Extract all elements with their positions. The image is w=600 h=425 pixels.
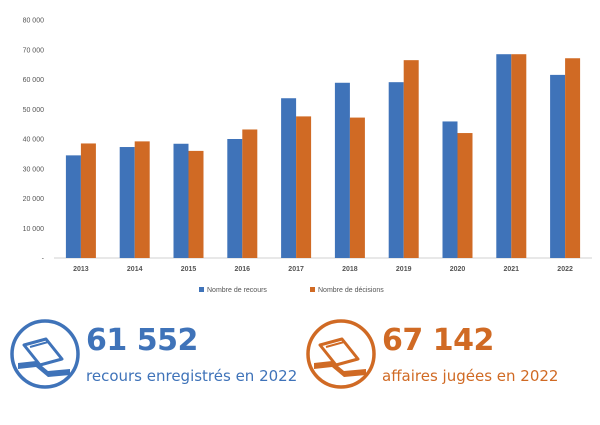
bar-decisions-2020 [457, 133, 473, 258]
stat-decisions-label: affaires jugées en 2022 [382, 367, 559, 385]
bar-recours-2016 [227, 139, 243, 258]
stat-recours: 61 552 recours enregistrés en 2022 [8, 317, 308, 397]
x-tick-label: 2019 [396, 266, 412, 273]
stat-decisions-number: 67 142 [382, 323, 494, 358]
x-tick-label: 2021 [504, 266, 520, 273]
y-tick-label: 60 000 [23, 77, 45, 84]
bar-recours-2018 [334, 82, 350, 259]
bar-recours-2021 [496, 54, 512, 259]
y-tick-label: 50 000 [23, 107, 45, 114]
bar-recours-2022 [550, 74, 566, 258]
x-tick-label: 2015 [181, 266, 197, 273]
x-tick-label: 2013 [73, 266, 89, 273]
bar-recours-2017 [281, 98, 297, 259]
stat-decisions: 67 142 affaires jugées en 2022 [304, 317, 594, 397]
y-tick-label: 70 000 [23, 47, 45, 54]
bar-decisions-2021 [511, 54, 527, 259]
legend-swatch-recours [199, 287, 204, 292]
bars [65, 54, 581, 259]
bar-decisions-2022 [565, 58, 581, 258]
x-tick-label: 2020 [450, 266, 466, 273]
bar-decisions-2013 [80, 143, 96, 258]
x-tick-label: 2016 [235, 266, 251, 273]
x-tick-label: 2014 [127, 266, 143, 273]
bar-decisions-2015 [188, 150, 204, 258]
bar-decisions-2019 [403, 60, 419, 258]
x-tick-label: 2022 [557, 266, 573, 273]
y-tick-label: 10 000 [23, 226, 45, 233]
bar-decisions-2014 [134, 141, 150, 258]
bar-decisions-2016 [242, 129, 258, 258]
y-tick-label: - [42, 256, 45, 263]
y-tick-label: 40 000 [23, 137, 45, 144]
bar-recours-2020 [442, 121, 458, 258]
x-axis-ticks: 2013 2014 2015 2016 2017 2018 2019 2020 2021 2022 [73, 266, 573, 273]
legend: Nombre de recours Nombre de décisions [199, 287, 384, 294]
documents-icon [10, 319, 80, 389]
bar-recours-2019 [388, 82, 404, 259]
x-tick-label: 2017 [288, 266, 304, 273]
bar-decisions-2018 [349, 117, 365, 258]
bar-chart: - 10 000 20 000 30 000 40 000 50 000 60 000 70 … [23, 18, 592, 294]
y-tick-label: 30 000 [23, 166, 45, 173]
y-tick-label: 80 000 [23, 18, 45, 25]
stat-recours-label: recours enregistrés en 2022 [86, 367, 298, 385]
x-tick-label: 2018 [342, 266, 358, 273]
bar-decisions-2017 [296, 116, 312, 258]
documents-icon [306, 319, 376, 389]
legend-label-recours: Nombre de recours [207, 287, 267, 294]
stat-recours-number: 61 552 [86, 323, 198, 358]
bar-recours-2013 [65, 155, 81, 258]
bar-recours-2015 [173, 143, 189, 258]
y-axis-ticks: - 10 000 20 000 30 000 40 000 50 000 60 000 70 … [23, 18, 45, 263]
legend-label-decisions: Nombre de décisions [318, 287, 384, 294]
legend-swatch-decisions [310, 287, 315, 292]
bar-recours-2014 [119, 147, 135, 258]
y-tick-label: 20 000 [23, 196, 45, 203]
